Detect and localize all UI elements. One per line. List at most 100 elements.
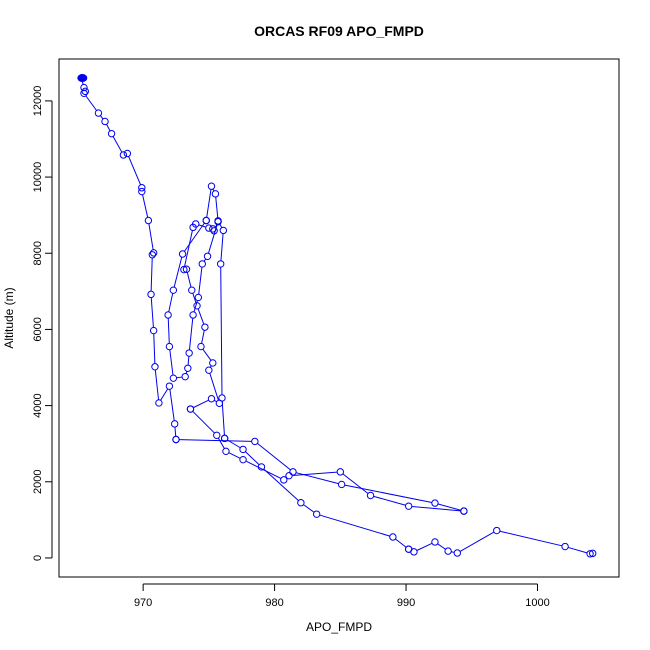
data-point: [285, 471, 293, 480]
series-layer: [77, 74, 597, 558]
series-bottom: [404, 526, 597, 558]
series-segment: [100, 115, 104, 120]
series-segment: [227, 439, 241, 449]
series-segment: [373, 495, 406, 506]
data-point: [101, 117, 109, 126]
series-segment: [220, 267, 223, 395]
data-point-cluster: [77, 74, 88, 83]
series-segment: [206, 189, 212, 218]
data-point: [165, 382, 174, 390]
series-segment: [184, 230, 193, 267]
x-tick-label: 990: [397, 597, 415, 609]
data-point: [138, 184, 146, 192]
data-point: [589, 549, 597, 558]
data-point: [337, 480, 346, 489]
data-point: [209, 359, 217, 367]
data-point: [219, 226, 228, 235]
data-point: [197, 342, 205, 351]
data-point: [220, 434, 229, 443]
plot-frame: [58, 58, 620, 578]
data-point: [431, 499, 439, 507]
series-segment: [128, 156, 142, 185]
series-segment: [186, 272, 192, 288]
x-tick-label: 1000: [525, 597, 549, 609]
data-point: [119, 151, 128, 159]
series-segment: [217, 437, 225, 449]
series-segment: [168, 293, 174, 312]
y-tick-label: 8000: [32, 241, 44, 265]
series-segment: [85, 95, 97, 111]
data-point: [94, 109, 103, 117]
data-point: [80, 89, 88, 97]
data-point: [147, 290, 155, 299]
y-tick-label: 10000: [32, 162, 44, 193]
data-point: [213, 431, 221, 440]
series-segment: [106, 124, 111, 132]
data-point: [182, 265, 191, 273]
series-segment: [150, 297, 154, 328]
series-segment: [142, 194, 149, 218]
series-segment: [112, 136, 123, 153]
series-segment: [459, 531, 495, 552]
series-segment: [499, 530, 563, 547]
data-point: [80, 83, 88, 92]
series-segment: [153, 333, 156, 364]
series-segment: [148, 223, 154, 250]
data-point: [169, 374, 178, 382]
series-segment: [202, 348, 212, 361]
series-low-leg-2: [220, 434, 413, 553]
data-point: [186, 405, 195, 413]
data-point: [149, 326, 158, 335]
data-point: [216, 260, 225, 268]
series-segment: [219, 223, 223, 228]
series-segment: [437, 543, 446, 550]
series-segment: [176, 376, 183, 379]
data-point: [336, 468, 345, 476]
series-segment: [154, 369, 160, 400]
data-point: [107, 129, 116, 138]
data-point: [404, 502, 413, 510]
series-climb-2: [180, 217, 224, 413]
series-segment: [193, 300, 198, 313]
data-point: [138, 187, 146, 196]
data-point: [151, 363, 159, 371]
data-point: [218, 394, 226, 402]
series-segment: [568, 546, 588, 554]
data-point: [192, 220, 200, 228]
data-point: [188, 286, 196, 294]
data-point: [164, 311, 172, 319]
data-point: [389, 533, 397, 541]
y-tick-label: 6000: [32, 317, 44, 341]
x-tick-label: 970: [134, 597, 152, 609]
data-point: [297, 499, 305, 507]
data-point: [198, 260, 206, 268]
series-segment: [416, 542, 433, 551]
series-segment: [197, 308, 205, 325]
data-point: [123, 149, 132, 158]
data-point: [366, 491, 375, 500]
data-point: [280, 476, 288, 484]
data-point: [586, 550, 594, 558]
y-tick-label: 12000: [32, 86, 44, 117]
data-point: [144, 216, 153, 225]
data-point: [185, 349, 193, 357]
data-point: [222, 447, 230, 456]
data-point: [312, 510, 321, 518]
series-segment: [395, 538, 407, 548]
series-segment: [198, 267, 203, 295]
series-segment: [167, 318, 170, 344]
data-point: [202, 216, 210, 225]
series-segment: [179, 439, 252, 442]
data-point: [181, 372, 189, 381]
series-segment: [173, 256, 183, 288]
y-tick-label: 0: [32, 555, 44, 561]
data-point: [148, 251, 157, 259]
data-point: [460, 507, 468, 515]
data-point: [149, 249, 158, 257]
data-point: [431, 538, 439, 546]
data-point: [203, 252, 212, 260]
series-segment: [215, 196, 219, 218]
series-segment: [245, 451, 260, 466]
series-segment: [160, 388, 169, 401]
series-segment: [169, 389, 175, 421]
